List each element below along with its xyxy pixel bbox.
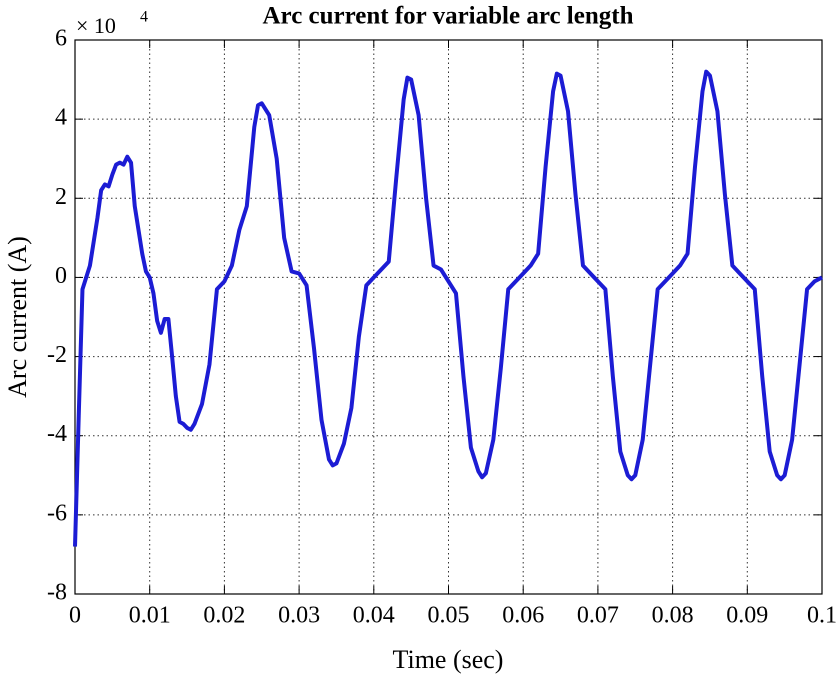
x-tick-label: 0.08 (652, 603, 694, 629)
x-tick-label: 0.06 (502, 603, 544, 629)
y-tick-label: 6 (55, 26, 67, 52)
x-axis-label: Time (sec) (393, 645, 504, 674)
y-tick-label: -6 (47, 500, 67, 526)
x-tick-label: 0.05 (428, 603, 470, 629)
y-axis-label: Arc current (A) (3, 236, 32, 398)
x-tick-label: 0.1 (807, 603, 836, 629)
x-tick-label: 0.03 (278, 603, 320, 629)
y-multiplier-exponent: 4 (140, 9, 148, 26)
data-line (73, 69, 823, 547)
plot-frame (74, 39, 823, 595)
y-tick-label: -8 (47, 580, 67, 606)
y-tick-label: 0 (55, 263, 67, 289)
y-tick-label: 4 (55, 105, 67, 131)
y-multiplier: × 10 (76, 13, 116, 38)
chart-title: Arc current for variable arc length (263, 3, 634, 30)
x-tick-label: 0.04 (353, 603, 395, 629)
x-tick-label: 0.09 (726, 603, 768, 629)
y-tick-label: 2 (55, 184, 67, 210)
y-tick-label: -2 (47, 342, 67, 368)
x-tick-label: 0.07 (577, 603, 619, 629)
y-tick-label: -4 (47, 421, 67, 447)
x-tick-label: 0.02 (203, 603, 245, 629)
x-tick-label: 0 (69, 603, 81, 629)
x-tick-label: 0.01 (129, 603, 171, 629)
